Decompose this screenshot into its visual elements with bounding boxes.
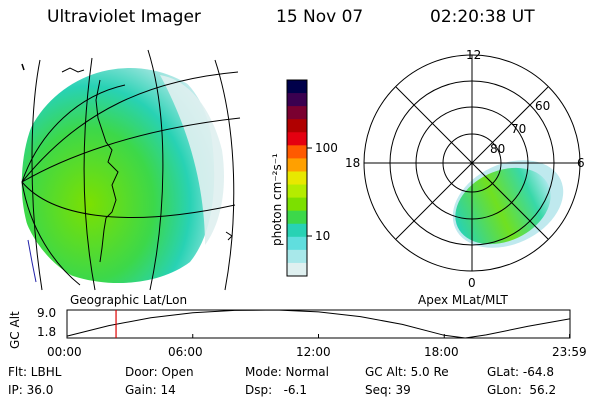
mlat-label-60: 60	[535, 99, 551, 113]
mlt-label-12: 12	[466, 48, 482, 62]
polar-meridian	[395, 86, 549, 240]
geo-latitude-line	[21, 117, 241, 183]
time-label: 02:20:38 UT	[430, 7, 535, 27]
status-door: Door: Open	[125, 365, 194, 379]
time-tick-0000: 00:00	[47, 345, 82, 359]
instrument-title: Ultraviolet Imager	[47, 7, 201, 27]
time-tick-2359: 23:59	[552, 345, 587, 359]
colorbar-swatch	[287, 119, 307, 133]
geo-latitude-line	[21, 84, 126, 183]
colorbar-swatch	[287, 158, 307, 172]
mlt-label-0: 0	[468, 276, 476, 290]
altitude-max-label: 9.0	[37, 306, 57, 320]
coastline	[95, 79, 119, 263]
polar-image-panel	[363, 54, 581, 272]
status-seq: Seq: 39	[365, 383, 411, 397]
status-glon: GLon: 56.2	[487, 383, 557, 397]
geo-latitude-line	[21, 181, 81, 286]
colorbar-swatch	[287, 132, 307, 146]
auroral-dim-edge-geo	[160, 75, 225, 245]
geographic-image-panel	[21, 49, 241, 291]
status-gain: Gain: 14	[125, 383, 176, 397]
mlt-label-18: 18	[345, 156, 361, 170]
time-axis-ticks	[66, 334, 571, 338]
colorbar-swatch	[287, 184, 307, 199]
colorbar-swatch	[287, 223, 307, 238]
geo-latitude-line	[21, 181, 236, 218]
time-tick-1200: 12:00	[296, 345, 331, 359]
status-dsp: Dsp: -6.1	[245, 383, 308, 397]
mlt-label-6: 6	[577, 156, 585, 170]
colorbar-tick-10: 10	[315, 229, 331, 243]
coastline	[61, 67, 85, 73]
geo-longitude-line	[214, 59, 235, 291]
altitude-min-label: 1.8	[37, 325, 57, 339]
colorbar-swatch	[287, 93, 307, 107]
colorbar-swatch	[287, 236, 307, 251]
auroral-emission-geo	[21, 68, 215, 283]
geo-latitude-line	[21, 71, 239, 183]
colorbar	[286, 79, 312, 277]
coastline	[27, 239, 37, 283]
date-label: 15 Nov 07	[276, 7, 364, 27]
colorbar-swatch	[287, 210, 307, 225]
altitude-axis-label: GC Alt	[8, 311, 22, 349]
geo-longitude-line	[147, 49, 164, 291]
status-flt: Flt: LBHL	[8, 365, 62, 379]
geo-longitude-line	[83, 57, 96, 291]
colorbar-frame	[286, 79, 308, 277]
geographic-panel-label: Geographic Lat/Lon	[70, 293, 188, 307]
status-gc-alt: GC Alt: 5.0 Re	[365, 365, 449, 379]
colorbar-swatch	[287, 80, 307, 94]
apex-panel-label: Apex MLat/MLT	[418, 293, 508, 307]
colorbar-unit-label: photon cm⁻²s⁻¹	[270, 153, 284, 246]
coastline	[225, 231, 233, 241]
mlat-label-80: 80	[490, 142, 506, 156]
coastline	[21, 63, 25, 71]
colorbar-swatch	[287, 106, 307, 120]
colorbar-tick-100: 100	[315, 141, 338, 155]
altitude-plot	[66, 309, 571, 339]
time-tick-0600: 06:00	[168, 345, 203, 359]
altitude-curve	[66, 309, 570, 339]
colorbar-swatch	[287, 171, 307, 186]
auroral-oval	[455, 167, 551, 245]
altitude-plot-frame	[66, 309, 571, 339]
colorbar-swatch	[287, 249, 307, 264]
time-tick-1800: 18:00	[424, 345, 459, 359]
colorbar-swatch	[287, 145, 307, 159]
status-mode: Mode: Normal	[245, 365, 329, 379]
colorbar-swatch	[287, 197, 307, 212]
mlat-label-70: 70	[511, 122, 527, 136]
status-glat: GLat: -64.8	[487, 365, 554, 379]
geo-longitude-line	[31, 59, 43, 291]
colorbar-swatch	[287, 262, 307, 277]
status-ip: IP: 36.0	[8, 383, 54, 397]
